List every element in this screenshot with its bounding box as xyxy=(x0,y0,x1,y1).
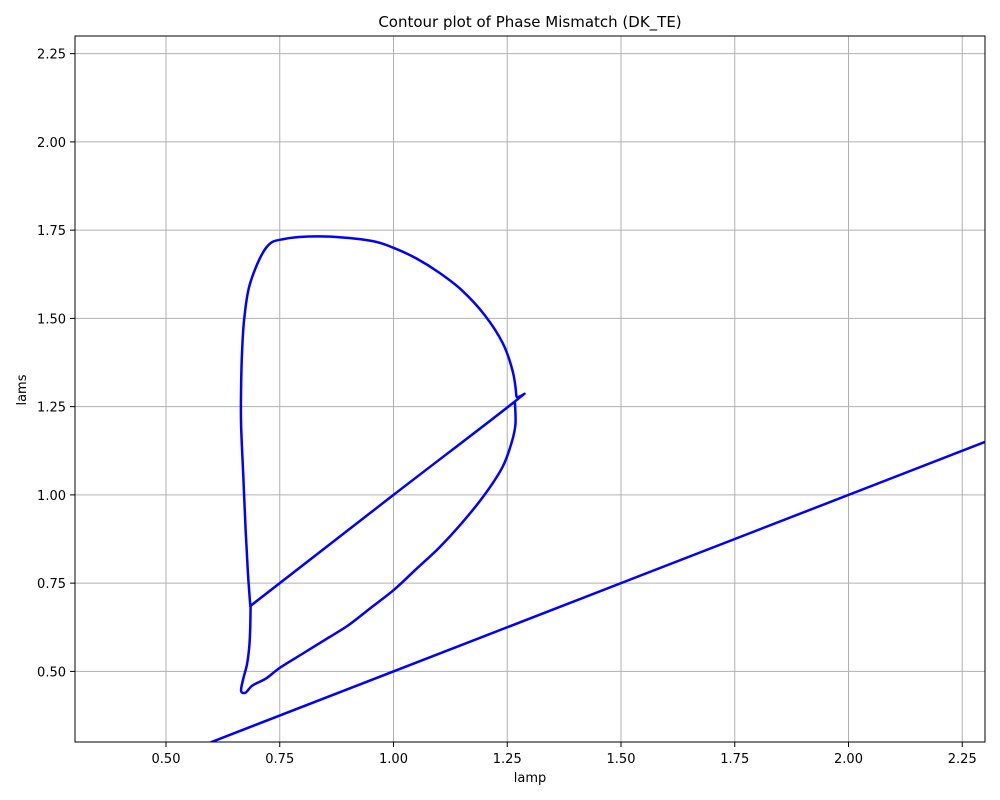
y-tick-label: 2.25 xyxy=(37,48,66,63)
x-tick-label: 1.50 xyxy=(607,752,636,767)
y-tick-label: 0.50 xyxy=(37,665,66,680)
x-tick-label: 1.75 xyxy=(720,752,749,767)
x-tick-label: 2.00 xyxy=(834,752,863,767)
y-tick-label: 1.00 xyxy=(37,489,66,504)
x-tick-label: 2.25 xyxy=(948,752,977,767)
x-tick-label: 0.50 xyxy=(152,752,181,767)
y-tick-label: 1.50 xyxy=(37,312,66,327)
series-layer xyxy=(210,235,985,742)
contour-upper-loop xyxy=(239,235,526,608)
plot-frame xyxy=(74,35,986,743)
y-axis-label: lams xyxy=(15,374,30,405)
y-tick-label: 0.75 xyxy=(37,577,66,592)
y-tick-label: 2.00 xyxy=(37,136,66,151)
ticks: 0.50 0.75 1.00 1.25 1.50 1.75 2.00 2.25 0.50 0.75… xyxy=(37,48,977,767)
chart-title: Contour plot of Phase Mismatch (DK_TE) xyxy=(378,13,681,32)
grid xyxy=(75,36,985,742)
y-tick-label: 1.75 xyxy=(37,224,66,239)
y-tick-label: 1.25 xyxy=(37,401,66,416)
x-tick-label: 0.75 xyxy=(265,752,294,767)
x-tick-label: 1.00 xyxy=(379,752,408,767)
x-axis-label: lamp xyxy=(514,771,547,786)
contour-lower-line xyxy=(210,440,985,742)
x-tick-label: 1.25 xyxy=(493,752,522,767)
contour-lower-loop xyxy=(239,401,517,695)
